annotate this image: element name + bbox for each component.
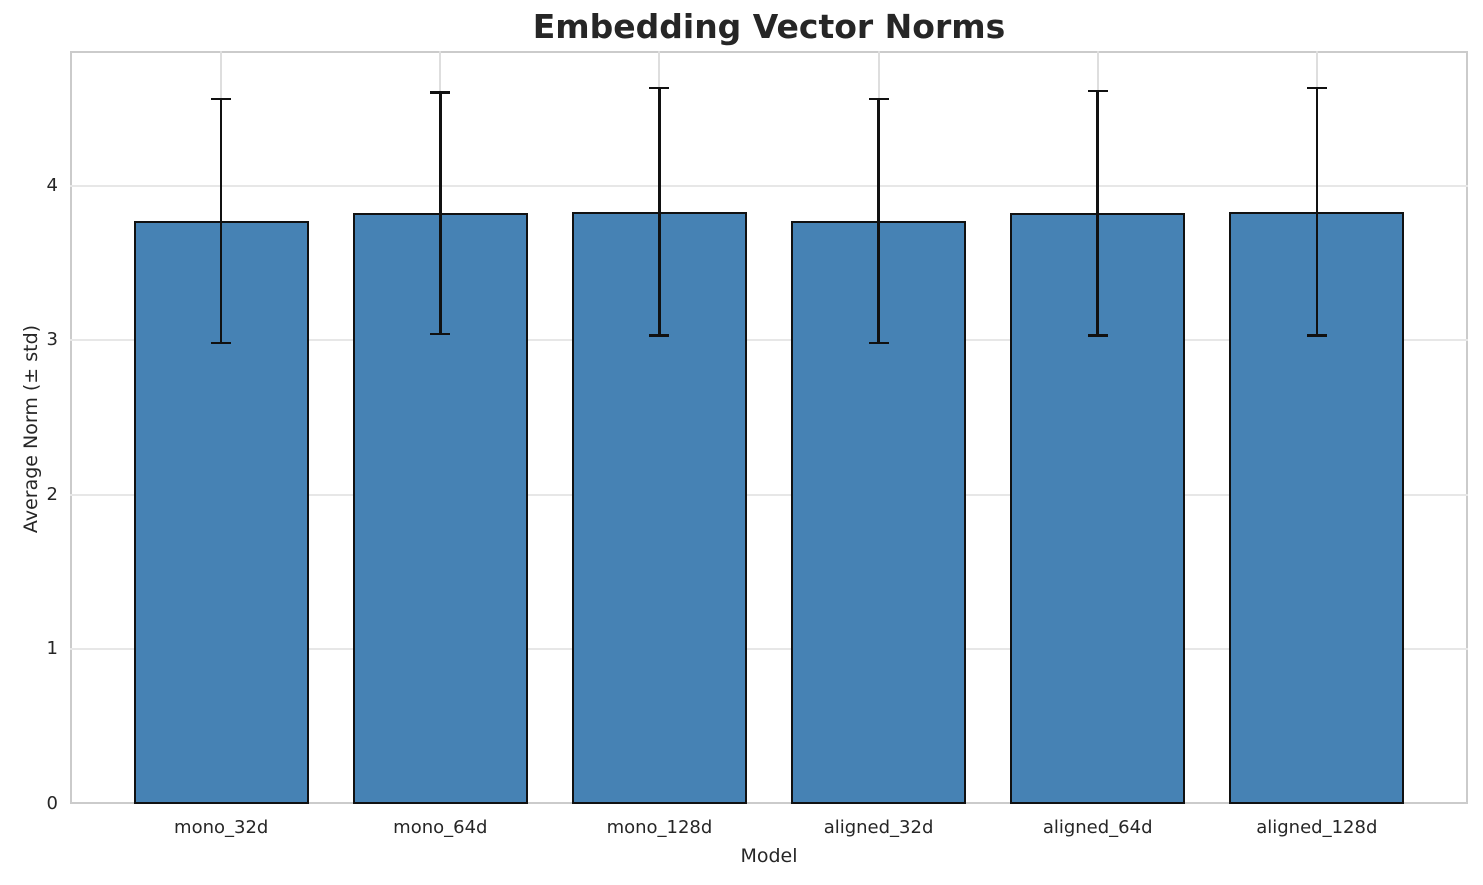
error-cap-top-aligned_128d xyxy=(1306,86,1327,90)
error-cap-bottom-aligned_32d xyxy=(868,341,889,345)
error-cap-bottom-mono_128d xyxy=(649,334,670,337)
x-tick-label-mono_64d: mono_64d xyxy=(393,817,488,838)
error-bar-mono_128d xyxy=(658,88,661,336)
bar-mono_128d xyxy=(571,211,748,804)
y-tick-label-2: 2 xyxy=(46,483,58,505)
error-cap-top-aligned_64d xyxy=(1087,89,1108,93)
error-cap-bottom-mono_64d xyxy=(430,332,451,336)
y-axis-label: Average Norm (± std) xyxy=(20,324,42,534)
y-gridline xyxy=(70,339,1468,342)
error-cap-bottom-aligned_64d xyxy=(1087,334,1108,337)
error-cap-bottom-mono_32d xyxy=(211,341,232,345)
error-cap-top-mono_32d xyxy=(211,97,232,101)
error-bar-aligned_128d xyxy=(1315,88,1319,336)
error-cap-top-mono_64d xyxy=(430,91,451,94)
y-tick-label-3: 3 xyxy=(46,329,58,351)
y-gridline xyxy=(70,184,1468,187)
y-gridline xyxy=(70,648,1468,651)
error-bar-mono_32d xyxy=(219,98,223,344)
x-tick-label-aligned_64d: aligned_64d xyxy=(1042,817,1153,838)
x-tick-label-mono_32d: mono_32d xyxy=(174,817,269,838)
y-tick-label-1: 1 xyxy=(46,638,58,660)
error-cap-bottom-aligned_128d xyxy=(1306,334,1327,337)
x-tick-label-aligned_32d: aligned_32d xyxy=(823,817,934,838)
y-tick-label-4: 4 xyxy=(46,174,58,196)
error-bar-aligned_32d xyxy=(877,98,880,344)
error-cap-top-aligned_32d xyxy=(868,97,889,101)
x-tick-label-mono_128d: mono_128d xyxy=(606,817,713,838)
plot-area xyxy=(70,51,1468,804)
x-axis-label: Model xyxy=(740,845,798,867)
error-cap-top-mono_128d xyxy=(649,86,670,90)
chart-title: Embedding Vector Norms xyxy=(532,7,1006,46)
error-bar-aligned_64d xyxy=(1096,91,1099,336)
y-tick-label-0: 0 xyxy=(46,793,58,814)
x-tick-label-aligned_128d: aligned_128d xyxy=(1256,817,1378,838)
y-gridline xyxy=(70,493,1468,496)
bar-aligned_32d xyxy=(790,221,967,804)
axes-spines xyxy=(70,51,1468,804)
error-bar-mono_64d xyxy=(439,92,442,334)
